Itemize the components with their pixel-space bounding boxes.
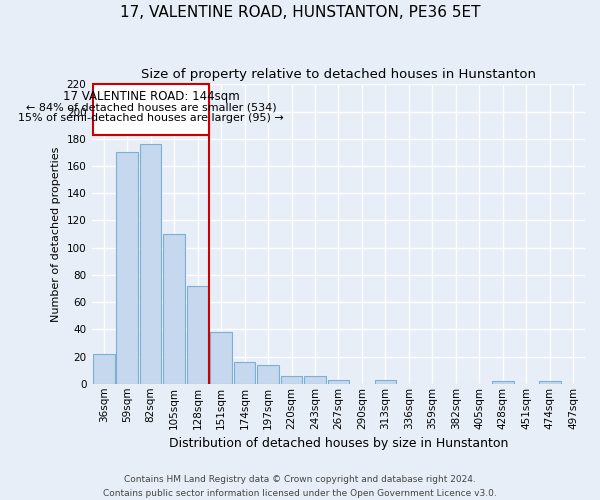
- Bar: [257, 364, 279, 384]
- Bar: [328, 380, 349, 384]
- FancyBboxPatch shape: [93, 84, 209, 135]
- Bar: [234, 362, 256, 384]
- Bar: [140, 144, 161, 384]
- Bar: [116, 152, 138, 384]
- Bar: [187, 286, 208, 384]
- Bar: [374, 380, 396, 384]
- Text: Contains HM Land Registry data © Crown copyright and database right 2024.
Contai: Contains HM Land Registry data © Crown c…: [103, 476, 497, 498]
- Bar: [492, 381, 514, 384]
- Text: ← 84% of detached houses are smaller (534): ← 84% of detached houses are smaller (53…: [26, 102, 277, 112]
- Bar: [93, 354, 115, 384]
- Text: 17, VALENTINE ROAD, HUNSTANTON, PE36 5ET: 17, VALENTINE ROAD, HUNSTANTON, PE36 5ET: [120, 5, 480, 20]
- Bar: [304, 376, 326, 384]
- Text: 17 VALENTINE ROAD: 144sqm: 17 VALENTINE ROAD: 144sqm: [63, 90, 239, 103]
- X-axis label: Distribution of detached houses by size in Hunstanton: Distribution of detached houses by size …: [169, 437, 508, 450]
- Bar: [210, 332, 232, 384]
- Text: 15% of semi-detached houses are larger (95) →: 15% of semi-detached houses are larger (…: [19, 113, 284, 123]
- Title: Size of property relative to detached houses in Hunstanton: Size of property relative to detached ho…: [141, 68, 536, 80]
- Y-axis label: Number of detached properties: Number of detached properties: [51, 146, 61, 322]
- Bar: [163, 234, 185, 384]
- Bar: [281, 376, 302, 384]
- Bar: [539, 381, 560, 384]
